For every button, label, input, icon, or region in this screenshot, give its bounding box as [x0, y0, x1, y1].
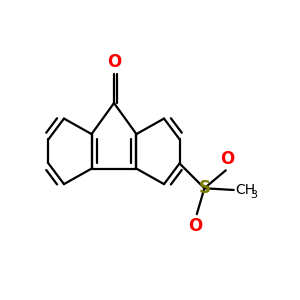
Text: 3: 3	[250, 190, 257, 200]
Text: O: O	[107, 53, 121, 71]
Text: O: O	[220, 150, 234, 168]
Text: S: S	[198, 179, 210, 197]
Text: CH: CH	[235, 183, 255, 197]
Text: O: O	[188, 217, 202, 235]
